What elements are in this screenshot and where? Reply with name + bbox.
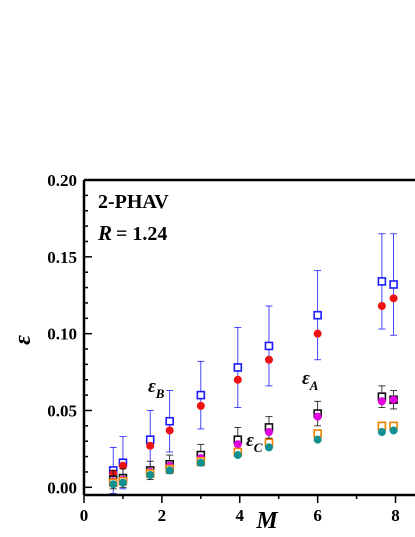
data-point — [264, 427, 273, 436]
data-point — [389, 395, 398, 404]
data-point — [109, 480, 118, 489]
epsilon-a-label: εA — [302, 368, 319, 393]
x-tick-label: 0 — [80, 506, 89, 525]
y-tick-label: 0.15 — [47, 248, 77, 267]
series-5 — [109, 426, 398, 489]
x-axis-title: M — [255, 508, 279, 534]
y-tick-label: 0.20 — [47, 171, 77, 190]
data-point — [264, 443, 273, 452]
data-point — [377, 427, 386, 436]
data-point — [233, 363, 243, 372]
data-point — [389, 426, 398, 435]
x-tick-label: 8 — [391, 506, 400, 525]
y-tick-label: 0.10 — [47, 325, 77, 344]
data-point — [389, 280, 398, 289]
data-point — [377, 301, 386, 310]
data-point — [196, 390, 206, 400]
data-point — [389, 294, 398, 303]
plot-area — [108, 233, 398, 494]
x-tick-label: 2 — [158, 506, 167, 525]
data-point — [146, 441, 155, 450]
data-point — [313, 435, 322, 444]
data-point — [264, 341, 274, 351]
data-point — [146, 471, 155, 480]
data-point — [313, 412, 322, 421]
data-point — [165, 416, 174, 426]
data-point — [196, 458, 205, 467]
data-point — [233, 451, 242, 460]
data-point — [313, 329, 322, 338]
ticks: 0.00 0.05 0.10 0.15 0.20 0 2 4 6 8 — [47, 171, 400, 525]
data-point — [264, 355, 273, 364]
y-axis-title: ε — [10, 335, 36, 345]
data-point — [118, 478, 127, 487]
data-point — [377, 397, 386, 406]
data-point — [196, 401, 205, 410]
parameter-value: = 1.24 — [116, 223, 167, 245]
y-tick-label: 0.05 — [47, 401, 77, 420]
data-point — [118, 461, 127, 470]
data-point — [165, 466, 174, 475]
data-point — [233, 375, 242, 384]
parameter-label: R = 1.24 — [97, 221, 167, 245]
data-point — [377, 277, 387, 286]
data-point — [233, 440, 242, 449]
data-point — [165, 426, 174, 435]
epsilon-c-label: εC — [246, 430, 263, 455]
parameter-symbol: R — [97, 221, 112, 245]
epsilon-b-label: εB — [148, 376, 165, 401]
x-tick-label: 4 — [236, 506, 245, 525]
y-tick-label: 0.00 — [47, 478, 77, 497]
panel-label: 2-PHAV — [98, 191, 169, 213]
x-tick-label: 6 — [313, 506, 322, 525]
data-point — [313, 310, 322, 320]
